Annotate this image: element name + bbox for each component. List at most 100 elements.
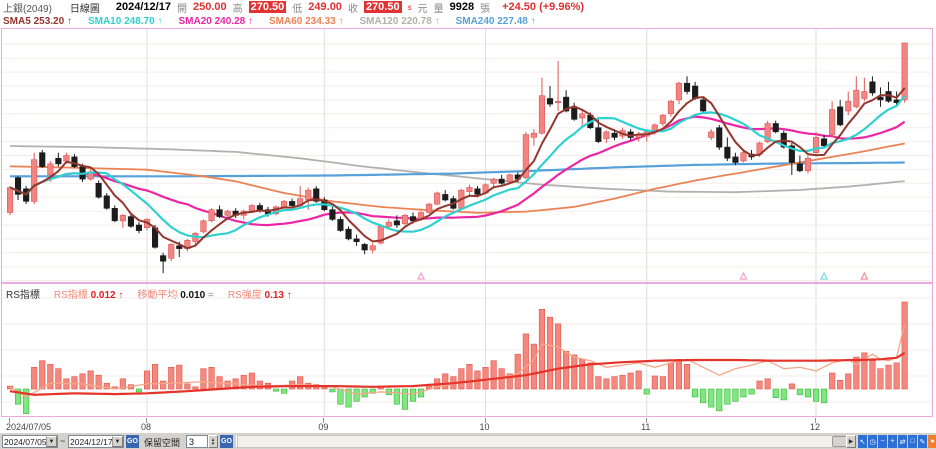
rs-bar (135, 388, 142, 393)
chevron-down-icon[interactable]: ▼ (112, 436, 123, 447)
rs-bar (587, 362, 594, 390)
change-value: +24.50 (+9.96%) (502, 1, 585, 13)
chevron-down-icon[interactable]: ▼ (46, 436, 57, 447)
sma5-line (9, 87, 906, 250)
price-unit-label: 元 (417, 3, 428, 15)
resize-icon[interactable]: □ (908, 435, 917, 448)
rs-bar (297, 376, 304, 390)
candle (200, 220, 207, 233)
rs-bar (853, 356, 860, 390)
rs-bar (893, 362, 900, 390)
rs-bar (393, 388, 400, 405)
rs-bar (192, 386, 199, 390)
candle (160, 255, 167, 262)
open-value: 250.00 (192, 1, 227, 13)
zoom-in-icon[interactable]: + (888, 435, 897, 448)
rs-bar (15, 388, 22, 405)
candle (764, 123, 771, 142)
signal-triangle-marker (820, 271, 829, 280)
signal-triangle-marker (860, 271, 869, 280)
candle (337, 219, 344, 231)
candle (812, 137, 820, 154)
rs-bar (345, 388, 352, 408)
time-axis: 2024/07/05 08 09 10 11 12 (0, 417, 936, 432)
low-value: 249.00 (308, 1, 342, 13)
swap-icon[interactable]: ⇄ (898, 435, 907, 448)
candle (595, 127, 602, 142)
candle (401, 215, 409, 224)
candlestick-chart-panel[interactable] (1, 28, 933, 283)
rs-bar (675, 359, 683, 390)
date-to-combobox[interactable]: 2024/12/17 ▼ (68, 435, 124, 448)
candle (869, 81, 876, 94)
rs-indicator-panel[interactable]: RS指標 RS指標 0.012 ↑ 移動平均 0.010 = RS強度 0.13… (1, 283, 933, 417)
candle (708, 131, 715, 138)
candle (168, 244, 175, 259)
zoom-out-icon[interactable]: − (878, 435, 887, 448)
candle (861, 91, 868, 99)
candle (796, 163, 803, 172)
rs-bar (869, 360, 876, 390)
candle (313, 188, 320, 202)
rs-bar (442, 373, 449, 390)
rs-bar (160, 380, 167, 390)
rs-panel-title[interactable]: RS指標 (6, 290, 40, 301)
rs-bar (611, 376, 618, 390)
candle (353, 238, 360, 242)
candle (280, 201, 288, 208)
keep-space-input[interactable]: 3 (186, 435, 208, 448)
rs-bar (466, 364, 473, 390)
spinner-stepper[interactable]: ▲ ▼ (208, 435, 218, 448)
candle (692, 85, 699, 99)
alert-bell-icon[interactable]: ● (928, 435, 936, 448)
axis-tick-label: 12 (809, 422, 821, 432)
axis-tick-label: 10 (479, 422, 490, 432)
rs-indicator-canvas (2, 284, 932, 416)
go-button[interactable]: GO (126, 435, 139, 448)
rs-bar (184, 383, 191, 390)
period-label[interactable]: 日線圖 (69, 3, 100, 15)
candle (603, 131, 610, 140)
rs-bar (780, 388, 787, 401)
axis-tick-label: 09 (318, 422, 329, 432)
candle (256, 205, 263, 210)
horizontal-scrollbar[interactable] (237, 435, 852, 448)
rs-value-item: RS指標 0.012 ↑ (53, 290, 124, 301)
rs-bar (643, 388, 650, 395)
date-from-combobox[interactable]: 2024/07/05 ▼ (2, 435, 58, 448)
clock-icon[interactable]: ◷ (868, 435, 877, 448)
date-to-value: 2024/12/17 (70, 436, 112, 447)
candle (579, 113, 586, 119)
rs-bar (119, 378, 126, 390)
candle (369, 245, 376, 251)
candle (901, 42, 908, 101)
rs-bar (635, 370, 642, 390)
cursor-icon[interactable]: ↖ (858, 435, 867, 448)
volume-value: 9928 (449, 1, 475, 13)
candle (877, 96, 884, 101)
candle (176, 245, 183, 249)
candle (95, 183, 102, 198)
candle (490, 178, 497, 184)
axis-tick (815, 418, 816, 423)
candle (385, 221, 392, 227)
rs-bar (546, 316, 554, 390)
scroll-right-button[interactable]: ▶ (846, 435, 856, 448)
quote-info-bar: 上銀(2049) 日線圖 2024/12/17 開 250.00 高 270.5… (0, 0, 936, 15)
rs-bar (79, 373, 86, 390)
high-value: 270.50 (248, 1, 287, 13)
rs-bar (700, 388, 707, 404)
rs-bar (595, 376, 602, 390)
draw-icon[interactable]: ✎ (918, 435, 927, 448)
rs-bar (764, 378, 771, 390)
rs-bar (176, 364, 183, 390)
sma10-line (9, 95, 906, 239)
quote-date: 2024/12/17 (115, 1, 171, 13)
volume-unit-label: 張 (480, 3, 491, 15)
rs-bar (901, 301, 908, 390)
candle (724, 146, 731, 159)
candle (498, 178, 505, 184)
axis-tick (146, 418, 148, 423)
go-button-2[interactable]: GO (220, 435, 233, 448)
rs-bar (369, 388, 376, 394)
